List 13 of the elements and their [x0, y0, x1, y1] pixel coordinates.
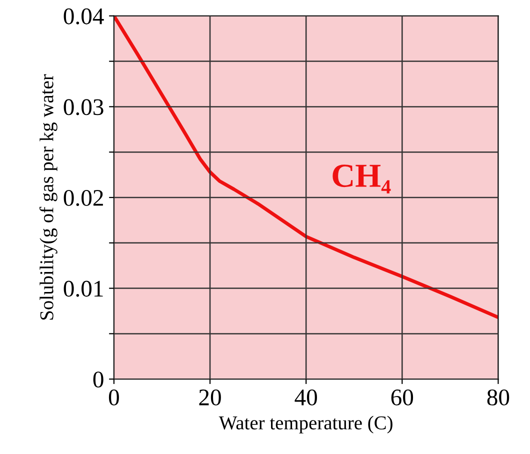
x-tick-label: 60 — [391, 389, 414, 406]
x-tick-label: 80 — [487, 389, 510, 406]
y-tick-label: 0.03 — [64, 99, 104, 116]
y-tick-label: 0.01 — [64, 280, 103, 297]
x-tick-label: 0 — [108, 389, 119, 406]
y-tick-label: 0.04 — [64, 8, 104, 24]
annotation: CH₄ — [332, 164, 391, 194]
y-tick-label: 0.02 — [64, 190, 103, 206]
y-axis-title: Solubility(g of gas per kg water — [39, 74, 58, 320]
x-axis-title: Water temperature (C) — [218, 416, 392, 434]
y-tick-label: 0 — [93, 372, 104, 388]
x-tick-label: 20 — [199, 389, 221, 406]
x-tick-label: 40 — [294, 389, 317, 406]
